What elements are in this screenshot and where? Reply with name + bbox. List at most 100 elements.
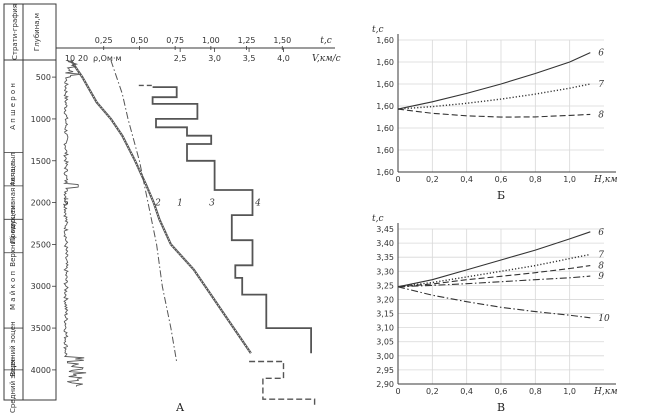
y-tick-label: 3,30 (376, 267, 394, 276)
curve-3-steps (151, 86, 313, 354)
stratum-name: Продук-тивная толща (9, 162, 17, 244)
y-axis-label: t,с (372, 25, 384, 35)
column-frame (3, 3, 57, 401)
y-axis-label: t,с (372, 214, 384, 224)
series-7-label: 7 (598, 80, 604, 90)
x-tick-label: 0,8 (529, 387, 542, 396)
y-tick-label: 2,95 (376, 366, 394, 375)
y-tick-label: 3,25 (376, 281, 394, 290)
x-tick-label: 0,8 (529, 175, 542, 184)
stratum-name: Средний эоцен (9, 357, 17, 413)
stratum-name: Верхний миоцен (9, 205, 17, 266)
v-tick-label: 4,0 (277, 54, 290, 63)
panel-letter: А (176, 401, 185, 414)
x-tick-label: 1,0 (563, 387, 576, 396)
series-9-line (397, 275, 591, 288)
panel-a: Страти-графия Глубина,м А п ш е р о н Акча-… (3, 3, 341, 414)
panel-b: 1,601,601,601,601,601,601,600 0,2 0,4 0,6 0,… (372, 25, 618, 202)
stratum-name: А п ш е р о н (9, 83, 17, 130)
curve-2-line (110, 60, 178, 362)
rho-axis-label: ρ,Ом·м (93, 54, 122, 63)
y-tick-label: 2,90 (376, 380, 394, 389)
y-tick-label: 1,60 (376, 80, 394, 89)
x-tick-label: 0 (395, 175, 400, 184)
stratum-name: М а й к о п (9, 271, 17, 310)
depth-header: Глубина,м (33, 13, 41, 51)
y-tick-label: 3,15 (376, 310, 394, 319)
t-tick-label: 1,50 (273, 36, 291, 45)
depth-tick-label: 1000 (31, 115, 51, 124)
x-axis-label: H,км (593, 387, 618, 397)
curve-number-label: 3 (209, 199, 215, 209)
curve-number-label: 1 (177, 199, 183, 209)
v-tick-label: 2,5 (174, 54, 187, 63)
y-tick-label: 1,60 (376, 36, 394, 45)
series-10-line (397, 286, 591, 319)
y-tick-label: 1,60 (376, 102, 394, 111)
v-tick-label: 3,5 (243, 54, 256, 63)
rho-tick-label: 20 (78, 54, 88, 63)
panel-letter: В (497, 401, 505, 414)
curve-number-label: 5 (63, 199, 69, 209)
series-8-label: 8 (598, 110, 604, 120)
t-axis-label: t,с (320, 36, 332, 46)
curve-number-label: 2 (154, 199, 161, 209)
x-tick-label: 0,6 (495, 175, 508, 184)
y-tick-label: 3,00 (376, 352, 394, 361)
y-tick-label: 1,60 (376, 146, 394, 155)
curve-4-steps (249, 360, 316, 408)
depth-tick-label: 2500 (31, 240, 51, 249)
depth-tick-label: 3000 (31, 282, 51, 291)
y-tick-label: 3,40 (376, 239, 394, 248)
depth-tick-label: 1500 (31, 157, 51, 166)
t-tick-label: 0,25 (95, 36, 113, 45)
t-tick-label: 0,75 (166, 36, 184, 45)
t-tick-label: 1,00 (202, 36, 220, 45)
depth-tick-label: 2000 (31, 199, 51, 208)
y-tick-label: 1,60 (376, 124, 394, 133)
v-axis-label: V,км/с (312, 54, 341, 64)
x-tick-label: 1,0 (563, 175, 576, 184)
series-7-label: 7 (598, 250, 604, 260)
series-6-label: 6 (598, 49, 604, 59)
x-tick-label: 0,4 (460, 387, 473, 396)
rho-tick-label: 10 (65, 54, 75, 63)
series-6-line (397, 231, 591, 288)
y-tick-label: 3,45 (376, 225, 394, 234)
panel-letter: Б (497, 189, 505, 202)
series-8-label: 8 (598, 262, 604, 272)
x-tick-label: 0,6 (495, 387, 508, 396)
stratum-name: Верхний эоцен (9, 321, 17, 376)
series-9-label: 9 (598, 272, 604, 282)
x-tick-label: 0,4 (460, 175, 473, 184)
panel-c: 2,90 2,95 3,00 3,05 3,10 3,15 3,20 3,25 3,30 3,35… (372, 214, 618, 414)
y-tick-label: 1,60 (376, 168, 394, 177)
curve-5-log (63, 59, 87, 387)
series-7-line (397, 83, 591, 110)
y-tick-label: 3,20 (376, 295, 394, 304)
t-tick-label: 0,50 (131, 36, 149, 45)
y-tick-label: 3,35 (376, 253, 394, 262)
series-10-label: 10 (598, 314, 610, 324)
x-axis-label: H,км (593, 175, 618, 185)
curve-number-label: 4 (254, 199, 261, 209)
x-tick-label: 0 (395, 387, 400, 396)
stratum-name: Акча-гыл (9, 152, 17, 186)
v-tick-label: 3,0 (208, 54, 221, 63)
x-tick-label: 0,2 (426, 387, 439, 396)
curve-1-beads (70, 60, 252, 354)
depth-tick-label: 4000 (31, 366, 51, 375)
depth-tick-label: 500 (36, 73, 51, 82)
y-tick-label: 3,10 (376, 324, 394, 333)
series-6-line (397, 52, 591, 110)
y-tick-label: 3,05 (376, 338, 394, 347)
y-tick-label: 1,60 (376, 58, 394, 67)
x-tick-label: 0,2 (426, 175, 439, 184)
series-8-line (397, 265, 591, 288)
stratigraphy-header: Страти-графия (11, 4, 19, 60)
t-tick-label: 1,25 (238, 36, 256, 45)
depth-tick-label: 3500 (31, 324, 51, 333)
series-6-label: 6 (598, 228, 604, 238)
series-8-line (397, 108, 591, 118)
